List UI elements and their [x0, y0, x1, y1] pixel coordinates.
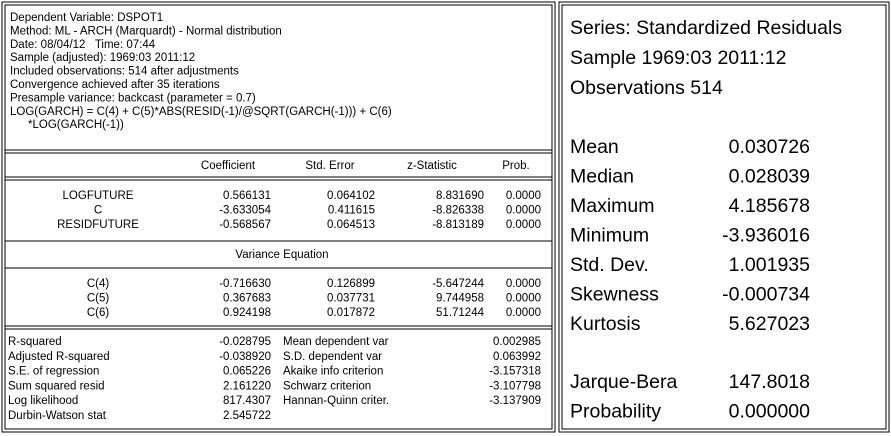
cell: 9.744958 [436, 293, 484, 305]
stat-value: 0.030726 [729, 136, 810, 158]
series-title: Series: Standardized Residuals [570, 17, 842, 39]
left-panel-border [1, 1, 556, 433]
stat-value: 2.161220 [223, 380, 271, 392]
variable-name: LOGFUTURE [63, 190, 134, 202]
cell: 51.71244 [436, 307, 485, 319]
stat-value: -3.107798 [489, 380, 541, 392]
stat-value: -3.157318 [489, 366, 541, 378]
cell: 0.017872 [327, 307, 375, 319]
stat-label: Maximum [570, 195, 655, 217]
stat-value: 2.545722 [223, 410, 271, 422]
series-observations: Observations 514 [570, 77, 723, 99]
stat-value: 0.028039 [729, 166, 810, 188]
stat-value: 817.4307 [223, 395, 271, 407]
stat-value: 0.002985 [493, 336, 541, 348]
stat-value: 1.001935 [729, 254, 810, 276]
section-title: Variance Equation [235, 249, 328, 261]
variable-name: C(6) [87, 307, 110, 319]
right-panel-inner-border [561, 4, 887, 430]
cell: 0.126899 [327, 278, 375, 290]
cell: 0.0000 [506, 293, 541, 305]
cell: -8.813189 [432, 219, 484, 231]
stat-label: S.D. dependent var [283, 351, 382, 363]
cell: 0.0000 [506, 307, 541, 319]
header-line: LOG(GARCH) = C(4) + C(5)*ABS(RESID(-1)/@… [10, 106, 392, 118]
stat-label: Akaike info criterion [283, 366, 383, 378]
header-line: Sample (adjusted): 1969:03 2011:12 [10, 52, 195, 64]
cell: 0.0000 [506, 278, 541, 290]
stat-label: Probability [570, 401, 661, 423]
stat-value: 4.185678 [729, 195, 810, 217]
cell: 0.0000 [506, 205, 541, 217]
header-line: Date: 08/04/12 Time: 07:44 [10, 39, 156, 51]
header-line: Method: ML - ARCH (Marquardt) - Normal d… [10, 25, 282, 37]
stat-value: -0.038920 [219, 351, 271, 363]
stat-value: 0.000000 [729, 401, 810, 423]
stat-label: Mean [570, 136, 619, 158]
stat-label: S.E. of regression [8, 366, 99, 378]
stat-value: 147.8018 [729, 371, 810, 393]
cell: 0.0000 [506, 219, 541, 231]
stat-label: R-squared [8, 336, 62, 348]
cell: 0.037731 [327, 293, 375, 305]
cell: 0.064513 [327, 219, 375, 231]
cell: 0.411615 [328, 205, 375, 217]
variable-name: RESIDFUTURE [57, 219, 139, 231]
column-header: Prob. [502, 160, 530, 172]
stat-label: Log likelihood [8, 395, 78, 407]
column-header: z-Statistic [407, 160, 457, 172]
stat-label: Std. Dev. [570, 254, 649, 276]
stat-value: -0.028795 [219, 336, 271, 348]
stat-label: Minimum [570, 225, 649, 247]
cell: -5.647244 [432, 278, 484, 290]
stat-label: Kurtosis [570, 313, 641, 335]
cell: -8.826338 [432, 205, 484, 217]
stat-label: Durbin-Watson stat [8, 410, 107, 422]
stat-value: -3.936016 [722, 225, 810, 247]
stat-label: Mean dependent var [283, 336, 389, 348]
header-line: Dependent Variable: DSPOT1 [10, 12, 163, 24]
cell: 0.367683 [223, 293, 271, 305]
series-sample: Sample 1969:03 2011:12 [570, 47, 786, 69]
right-panel-border [558, 1, 890, 433]
stat-label: Hannan-Quinn criter. [283, 395, 389, 407]
header-line: Presample variance: backcast (parameter … [10, 92, 256, 104]
stat-value: -3.137909 [489, 395, 541, 407]
variable-name: C(4) [87, 278, 110, 290]
cell: -0.716630 [219, 278, 271, 290]
cell: -3.633054 [219, 205, 271, 217]
cell: 0.0000 [506, 190, 541, 202]
cell: 0.064102 [327, 190, 375, 202]
stat-label: Skewness [570, 284, 659, 306]
cell: -0.568567 [219, 219, 271, 231]
variable-name: C [94, 205, 102, 217]
header-line: Convergence achieved after 35 iterations [10, 79, 220, 91]
stat-label: Median [570, 166, 634, 188]
header-line: *LOG(GARCH(-1)) [28, 119, 124, 131]
variable-name: C(5) [87, 293, 110, 305]
cell: 0.566131 [223, 190, 271, 202]
stat-value: -0.000734 [722, 284, 810, 306]
header-line: Included observations: 514 after adjustm… [10, 66, 239, 78]
stat-value: 0.063992 [493, 351, 541, 363]
cell: 0.924198 [223, 307, 271, 319]
stat-label: Adjusted R-squared [8, 351, 110, 363]
stat-label: Sum squared resid [8, 380, 105, 392]
cell: 8.831690 [436, 190, 484, 202]
stat-value: 0.065226 [223, 366, 271, 378]
stat-value: 5.627023 [729, 313, 810, 335]
stat-label: Schwarz criterion [283, 380, 371, 392]
column-header: Coefficient [201, 160, 256, 172]
stat-label: Jarque-Bera [570, 371, 677, 393]
left-panel-inner-border [4, 4, 553, 430]
column-header: Std. Error [305, 160, 354, 172]
